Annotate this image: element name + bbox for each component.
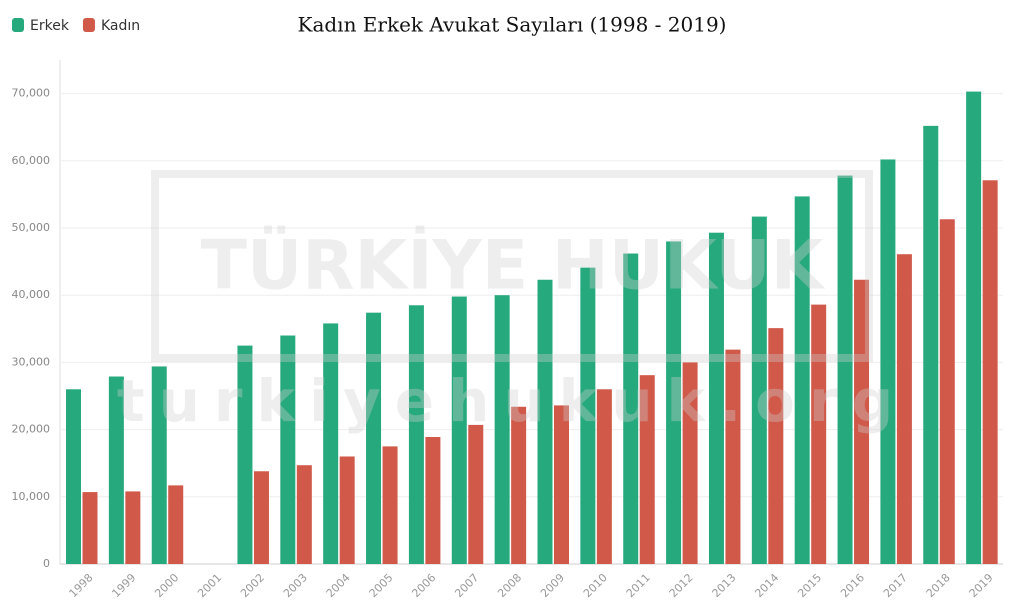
x-tick-label: 2007 (452, 571, 481, 600)
x-tick-label: 2015 (795, 571, 824, 600)
bar (151, 366, 167, 564)
bar (768, 328, 784, 564)
bar (323, 323, 339, 564)
bar (794, 196, 810, 564)
y-tick-label: 50,000 (12, 221, 51, 234)
x-tick-label: 2000 (152, 571, 181, 600)
x-tick-label: 2018 (924, 571, 953, 600)
y-tick-label: 40,000 (12, 288, 51, 301)
y-tick-label: 70,000 (12, 87, 51, 100)
bar (253, 471, 269, 564)
bar (708, 232, 724, 565)
bar (923, 125, 939, 564)
bar (451, 296, 467, 564)
x-tick-label: 2019 (967, 571, 996, 600)
x-tick-label: 2014 (752, 571, 781, 600)
watermark-frame (151, 170, 873, 362)
bar (966, 91, 982, 565)
bar (682, 362, 698, 564)
bar (939, 219, 955, 565)
bar (596, 389, 612, 564)
bar (511, 406, 527, 564)
bar (366, 312, 382, 564)
x-tick-label: 2008 (495, 571, 524, 600)
bar (425, 436, 441, 564)
bar (639, 375, 655, 564)
bar (494, 295, 510, 564)
bar (382, 446, 398, 564)
bar (580, 267, 596, 564)
bar (537, 279, 553, 564)
watermark-url: turkiyehukuk.org (117, 367, 907, 435)
bar (339, 456, 355, 564)
x-tick-label: 1999 (109, 571, 138, 600)
bar (66, 389, 81, 564)
watermark-text: TÜRKİYE HUKUK (201, 226, 826, 306)
x-tick-label: 2002 (238, 571, 267, 600)
x-tick-label: 2005 (367, 571, 396, 600)
x-tick-label: 1998 (67, 571, 96, 600)
y-tick-label: 0 (43, 557, 50, 570)
legend-swatch (12, 18, 24, 32)
x-tick-label: 2003 (281, 571, 310, 600)
bar (811, 304, 827, 564)
bar (280, 335, 296, 564)
bar (554, 405, 569, 564)
y-tick-label: 60,000 (12, 154, 51, 167)
bar (837, 175, 853, 565)
x-tick-label: 2017 (881, 571, 910, 600)
chart-title: Kadın Erkek Avukat Sayıları (1998 - 2019… (298, 13, 727, 37)
y-tick-label: 30,000 (12, 355, 51, 368)
bar (896, 254, 912, 564)
x-tick-label: 2010 (581, 571, 610, 600)
bar (854, 279, 870, 564)
x-tick-label: 2011 (624, 571, 653, 600)
bar (82, 492, 98, 564)
x-tick-label: 2013 (710, 571, 739, 600)
bar (468, 424, 484, 564)
bar (125, 491, 141, 564)
bar (296, 465, 312, 564)
legend-label: Kadın (101, 18, 140, 34)
bar (108, 376, 124, 564)
legend-swatch (82, 18, 95, 32)
legend-label: Erkek (30, 18, 70, 34)
bar (237, 345, 253, 564)
bar (408, 305, 424, 564)
x-tick-label: 2009 (538, 571, 567, 600)
bar (168, 485, 184, 564)
y-tick-label: 20,000 (12, 423, 51, 436)
bar (982, 180, 998, 564)
x-tick-label: 2001 (195, 571, 224, 600)
y-tick-label: 10,000 (12, 490, 51, 503)
bar (623, 253, 639, 564)
x-tick-label: 2016 (838, 571, 867, 600)
bar (666, 241, 682, 564)
bar (751, 216, 767, 565)
bar (725, 349, 741, 564)
watermark: TÜRKİYE HUKUK turkiyehukuk.org (117, 170, 907, 435)
bar (880, 159, 896, 564)
x-tick-label: 2004 (324, 571, 353, 600)
x-tick-label: 2012 (667, 571, 696, 600)
x-tick-label: 2006 (409, 571, 438, 600)
